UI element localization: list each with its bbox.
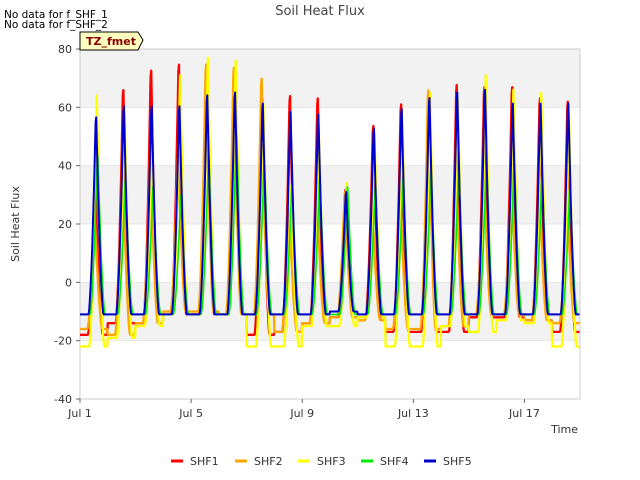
y-tick-label: 0 [65,276,72,289]
x-tick-label: Jul 9 [289,407,314,420]
y-tick-label: 60 [58,101,72,114]
x-axis-label: Time [550,423,578,436]
legend-label-shf3: SHF3 [317,455,346,468]
tz-badge-shape [79,31,144,51]
legend: SHF1 SHF2 SHF3 SHF4 SHF5 [171,455,472,468]
x-tick-label: Jul 17 [508,407,540,420]
y-tick-label: -20 [54,335,72,348]
y-tick-label: 20 [58,218,72,231]
grid-band [80,49,580,108]
series-line-shf3 [79,56,580,348]
no-data-note-1: No data for f_SHF_1 [4,9,108,21]
y-tick-label: 40 [58,160,72,173]
grid-band [80,165,580,224]
y-axis-label: Soil Heat Flux [9,186,22,262]
x-tick-label: Jul 1 [67,407,92,420]
y-tick-label: 80 [58,43,72,56]
background-bands [80,49,580,400]
x-axis-ticks: Jul 1 Jul 5 Jul 9 Jul 13 Jul 17 [67,399,540,420]
x-tick-label: Jul 13 [397,407,429,420]
chart-title: Soil Heat Flux [275,4,365,19]
y-tick-label: -40 [54,393,72,406]
plot-area [79,56,580,348]
tz-badge: TZ_fmet [79,31,144,51]
x-tick-label: Jul 5 [178,407,203,420]
no-data-note-2: No data for f_SHF_2 [4,19,108,31]
series-line-shf5 [79,88,580,316]
legend-label-shf4: SHF4 [380,455,409,468]
legend-label-shf1: SHF1 [190,455,219,468]
legend-label-shf5: SHF5 [443,455,472,468]
y-axis-ticks: -40 -20 0 20 40 60 80 [54,43,80,406]
legend-label-shf2: SHF2 [254,455,283,468]
tz-label: TZ_fmet [86,35,136,48]
